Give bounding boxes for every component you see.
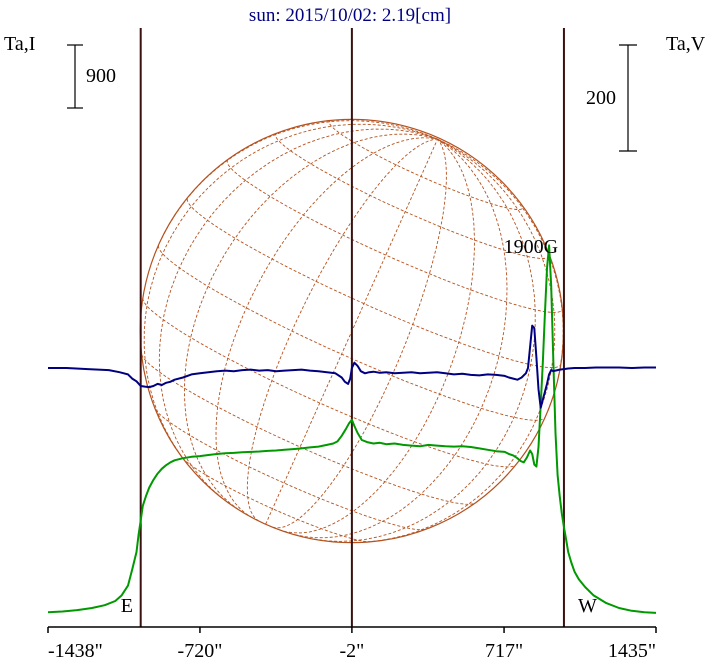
- right-scale-bar: 200: [586, 44, 637, 152]
- intensity-series-line: [47, 244, 657, 614]
- longitude-line: [183, 133, 438, 510]
- latitude-line: [186, 198, 561, 369]
- limb-label-east: E: [121, 595, 133, 617]
- latitude-line: [155, 409, 425, 531]
- latitude-line: [328, 119, 524, 210]
- x-axis: -1438" -720" -2" 717" 1435": [47, 626, 657, 662]
- right-axis-label: Ta,V: [666, 33, 706, 55]
- longitude-line: [246, 138, 438, 522]
- longitude-line: [279, 138, 475, 534]
- left-axis-label: Ta,I: [4, 33, 35, 55]
- right-scale-label: 200: [586, 87, 616, 109]
- field-annotation: 1900G: [504, 236, 558, 258]
- latitude-line: [226, 159, 563, 313]
- longitude-line: [265, 138, 439, 525]
- latitude-line: [182, 457, 371, 543]
- longitude-line: [158, 128, 438, 499]
- x-tick-label: -1438": [48, 640, 103, 662]
- longitude-line: [314, 138, 536, 542]
- longitude-line: [215, 137, 438, 519]
- longitude-line: [161, 120, 438, 239]
- polarization-series-line: [48, 324, 656, 409]
- longitude-line: [362, 138, 556, 543]
- x-tick-label: 717": [485, 640, 523, 662]
- longitude-line: [294, 138, 508, 539]
- chart-title: sun: 2015/10/02: 2.19[cm]: [249, 5, 451, 26]
- limb-markers: [139, 28, 565, 627]
- x-tick-label: -2": [339, 640, 364, 662]
- limb-label-west: W: [578, 595, 597, 617]
- latitude-line: [141, 354, 475, 505]
- longitude-line: [143, 123, 438, 465]
- series-layer: [47, 244, 657, 614]
- longitude-line: [272, 138, 447, 529]
- x-tick-label: -720": [178, 640, 223, 662]
- left-scale-label: 900: [86, 65, 116, 87]
- x-tick-label: 1435": [608, 640, 656, 662]
- solar-disk-grid: [139, 118, 565, 544]
- left-scale-bar: 900: [67, 44, 116, 109]
